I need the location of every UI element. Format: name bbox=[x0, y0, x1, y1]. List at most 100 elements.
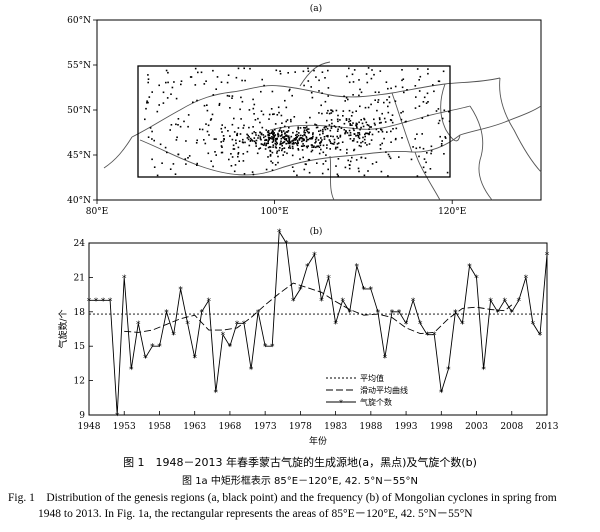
genesis-point bbox=[348, 167, 351, 170]
genesis-point bbox=[311, 149, 314, 152]
genesis-point bbox=[441, 117, 444, 120]
genesis-point bbox=[203, 139, 205, 141]
genesis-point bbox=[281, 136, 284, 139]
genesis-point bbox=[233, 170, 236, 173]
count-marker: * bbox=[347, 308, 352, 318]
genesis-point bbox=[419, 75, 422, 78]
genesis-point bbox=[324, 77, 326, 79]
genesis-point bbox=[302, 143, 304, 145]
genesis-point bbox=[264, 135, 267, 138]
genesis-point bbox=[423, 96, 426, 99]
genesis-point bbox=[348, 118, 351, 120]
genesis-point bbox=[272, 113, 274, 116]
map-border-line bbox=[103, 136, 133, 169]
genesis-point bbox=[212, 165, 214, 168]
genesis-point bbox=[367, 124, 370, 127]
genesis-point bbox=[147, 136, 150, 138]
genesis-point bbox=[430, 152, 432, 155]
map-border-line bbox=[269, 105, 471, 131]
genesis-point bbox=[444, 137, 447, 139]
genesis-point bbox=[197, 71, 199, 74]
genesis-point bbox=[288, 138, 291, 141]
genesis-point bbox=[221, 124, 223, 126]
genesis-point bbox=[276, 114, 279, 116]
genesis-point bbox=[359, 88, 361, 91]
genesis-point bbox=[401, 86, 404, 89]
genesis-point bbox=[387, 175, 389, 177]
genesis-point bbox=[296, 139, 299, 142]
genesis-point bbox=[321, 112, 323, 115]
genesis-point bbox=[400, 112, 402, 114]
genesis-point bbox=[338, 126, 341, 128]
genesis-point bbox=[305, 121, 308, 124]
genesis-point bbox=[364, 133, 366, 136]
genesis-point bbox=[363, 118, 366, 121]
genesis-point bbox=[267, 146, 270, 149]
count-marker: * bbox=[185, 320, 190, 330]
genesis-point bbox=[281, 142, 284, 144]
cyclone-count-line bbox=[89, 230, 548, 416]
genesis-point bbox=[216, 76, 219, 78]
genesis-point bbox=[158, 84, 160, 87]
region-box bbox=[137, 65, 451, 178]
y-axis-ticks: 9 12 15 18 21 24 bbox=[74, 239, 93, 421]
genesis-point bbox=[329, 148, 331, 150]
genesis-point bbox=[364, 142, 367, 144]
genesis-point bbox=[362, 136, 364, 139]
genesis-point bbox=[305, 140, 308, 143]
genesis-point bbox=[374, 124, 376, 126]
genesis-point bbox=[282, 130, 285, 132]
count-marker: * bbox=[171, 331, 176, 341]
genesis-point bbox=[303, 139, 305, 141]
genesis-point bbox=[263, 84, 265, 87]
genesis-point bbox=[226, 81, 229, 84]
genesis-point bbox=[174, 173, 177, 175]
genesis-point bbox=[246, 137, 249, 139]
genesis-point bbox=[279, 142, 282, 144]
map-lat-label: 45°N bbox=[67, 151, 91, 161]
genesis-point bbox=[272, 134, 275, 137]
genesis-point bbox=[374, 91, 377, 93]
genesis-point bbox=[273, 132, 275, 134]
genesis-point bbox=[295, 137, 298, 139]
map-lon-label: 80°E bbox=[86, 207, 109, 217]
genesis-point bbox=[335, 109, 338, 112]
genesis-point bbox=[291, 142, 294, 145]
genesis-point bbox=[443, 153, 445, 155]
count-marker: * bbox=[108, 297, 113, 307]
genesis-point bbox=[280, 114, 283, 117]
genesis-point bbox=[339, 119, 341, 121]
genesis-point bbox=[302, 156, 304, 159]
genesis-point bbox=[358, 79, 360, 81]
genesis-point bbox=[437, 80, 440, 82]
genesis-point bbox=[374, 99, 376, 101]
genesis-point bbox=[210, 118, 213, 120]
genesis-point bbox=[356, 141, 359, 143]
genesis-point bbox=[162, 102, 165, 104]
genesis-point bbox=[380, 170, 383, 173]
map-border-line bbox=[329, 155, 335, 201]
genesis-point bbox=[418, 79, 420, 81]
genesis-point bbox=[151, 91, 153, 93]
genesis-point bbox=[401, 137, 403, 139]
genesis-point bbox=[175, 97, 178, 100]
genesis-point bbox=[204, 142, 207, 145]
x-tick-label: 1948 bbox=[78, 422, 101, 432]
genesis-point bbox=[355, 110, 357, 112]
genesis-point bbox=[350, 115, 353, 117]
genesis-point bbox=[398, 156, 400, 158]
genesis-point bbox=[422, 166, 425, 169]
genesis-point bbox=[271, 151, 274, 154]
genesis-point bbox=[330, 142, 332, 144]
caption-cn-title: 图 1 1948－2013 年春季蒙古气旋的生成源地(a，黑点)及气旋个数(b) bbox=[123, 456, 477, 469]
genesis-point bbox=[360, 156, 363, 159]
genesis-point bbox=[276, 152, 278, 154]
genesis-point bbox=[352, 127, 355, 130]
genesis-point bbox=[422, 147, 425, 150]
genesis-point bbox=[165, 69, 168, 72]
count-marker: * bbox=[115, 412, 120, 422]
genesis-point bbox=[247, 138, 250, 141]
genesis-point bbox=[353, 69, 356, 71]
genesis-point bbox=[357, 167, 360, 170]
genesis-point bbox=[177, 118, 180, 120]
